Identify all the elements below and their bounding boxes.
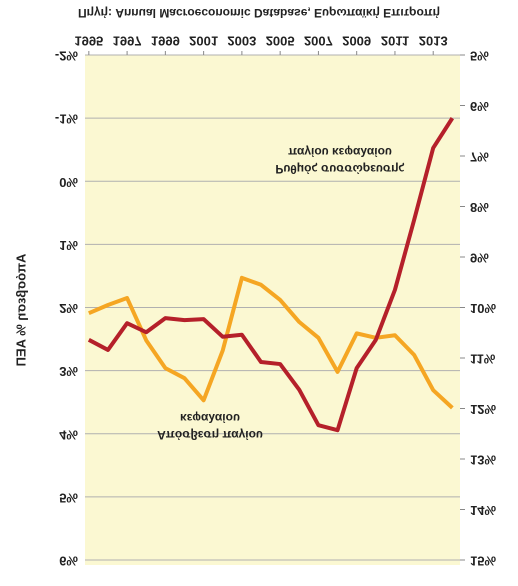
x-tick-label: 2007: [304, 34, 333, 49]
annotation: κεφαλαίου: [180, 411, 240, 425]
y-tick-label: 4%: [59, 427, 78, 442]
y-tick-label: 1%: [59, 238, 78, 253]
x-tick-label: 2011: [381, 34, 409, 49]
y-axis-label: Απόσβεση % ΑΕΠ: [13, 254, 28, 367]
x-tick-label: 1999: [151, 34, 180, 49]
y2-tick-label: 5%: [470, 49, 489, 64]
y-tick-label: 5%: [59, 490, 78, 505]
y-tick-label: 0%: [59, 175, 78, 190]
y-tick-label: 6%: [59, 554, 78, 569]
x-tick-label: 2001: [189, 34, 218, 49]
series-line: [88, 275, 454, 410]
chart-body: -2% -1% 0% 1% 2% 3% 4% 5% 6% 5% 6% 7% 8% 9% 10% 11% 12% 1…: [13, 6, 496, 569]
y-tick-label: -2%: [55, 49, 79, 64]
y-tick-label: -1%: [55, 112, 79, 127]
y-tick-label: 3%: [59, 364, 78, 379]
y2-tick-label: 9%: [470, 251, 489, 266]
x-tick-label: 2009: [342, 34, 371, 49]
x-tick-label: 2003: [227, 34, 256, 49]
x-tick-label: 1995: [74, 34, 103, 49]
y2-tick-label: 13%: [470, 453, 496, 468]
x-tick-label: 1997: [113, 34, 142, 49]
y2-tick-label: 7%: [470, 150, 489, 165]
y-tick-label: 2%: [59, 301, 78, 316]
x-tick-label: 2013: [419, 34, 448, 49]
chart-title: Πηγή: Annual Macroeconomic Database, Ευρ…: [78, 6, 440, 20]
plot-area: [85, 55, 460, 565]
y2-tick-label: 6%: [470, 99, 489, 114]
y2-tick-label: 15%: [470, 554, 496, 569]
y2-tick-label: 8%: [470, 200, 489, 215]
series-line: [87, 117, 455, 433]
y2-tick-label: 11%: [470, 352, 496, 367]
annotation: παγίου κεφαλαίου: [288, 145, 392, 159]
y2-tick-label: 14%: [470, 503, 496, 518]
y2-tick-label: 10%: [470, 301, 496, 316]
y2-tick-label: 12%: [470, 402, 496, 417]
x-tick-label: 2005: [266, 34, 295, 49]
annotation: Απόσβεση παγίου: [157, 428, 263, 442]
annotation: Ρυθμός συσσώρευσης: [275, 162, 404, 176]
